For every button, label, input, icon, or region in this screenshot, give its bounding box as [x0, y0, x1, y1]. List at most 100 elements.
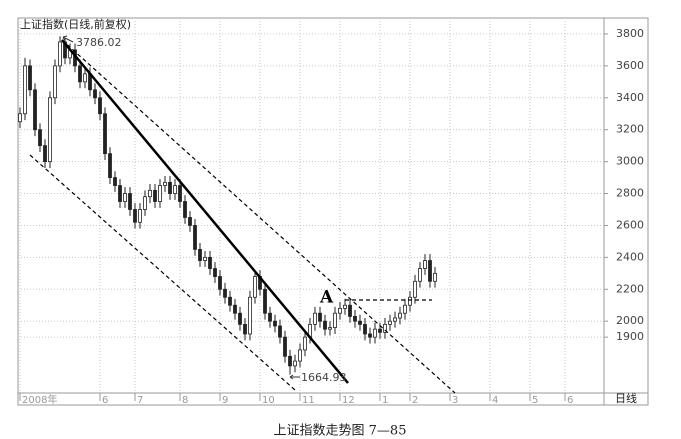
- y-tick-label: 2800: [616, 187, 644, 200]
- annotation: 3786.02: [76, 36, 122, 49]
- candle-body: [283, 336, 287, 357]
- candle-body: [433, 272, 437, 282]
- y-tick-label: 3400: [616, 91, 644, 104]
- y-tick-label: 2200: [616, 282, 644, 295]
- candle-body: [123, 193, 127, 202]
- candle-body: [233, 304, 237, 314]
- candle-body: [133, 209, 137, 223]
- candle-body: [273, 320, 277, 327]
- candle-body: [238, 312, 242, 325]
- x-tick-label: 6: [102, 395, 108, 406]
- candle-body: [388, 320, 392, 325]
- chart-title: 上证指数(日线,前复权): [20, 17, 131, 31]
- candle-body: [288, 355, 292, 367]
- y-tick-label: 3600: [616, 59, 644, 72]
- candle-body: [418, 268, 422, 282]
- caption: 上证指数走势图 7—85: [274, 423, 407, 439]
- candle-body: [358, 320, 362, 325]
- candle-body: [398, 312, 402, 319]
- candle-body: [18, 113, 22, 123]
- x-tick-label: 5: [532, 395, 538, 406]
- candle-body: [33, 89, 37, 131]
- candle-body: [143, 196, 147, 210]
- candle-body: [43, 145, 47, 163]
- candle-body: [428, 260, 432, 282]
- candle-body: [168, 181, 172, 194]
- annotation: A: [319, 288, 334, 308]
- candle-body: [368, 333, 372, 338]
- candle-body: [408, 296, 412, 306]
- annotation: 1664.93: [301, 371, 347, 384]
- x-tick-label: 8: [182, 395, 188, 406]
- channel-upper: [61, 39, 456, 394]
- candle-body: [198, 248, 202, 261]
- candle-body: [58, 41, 62, 67]
- candle-body: [148, 189, 152, 198]
- candle-body: [218, 276, 222, 290]
- y-tick-label: 2600: [616, 218, 644, 231]
- candle-body: [303, 336, 307, 351]
- x-tick-label: 6: [567, 395, 573, 406]
- x-tick-label: 10: [262, 395, 275, 406]
- candle-body: [208, 256, 212, 269]
- x-tick-label: 12: [342, 395, 355, 406]
- candle-body: [53, 65, 57, 99]
- candle-body: [158, 185, 162, 202]
- candle-body: [83, 73, 87, 83]
- candle-body: [153, 189, 157, 202]
- candle-body: [343, 304, 347, 309]
- candle-body: [363, 323, 367, 335]
- period-label: 日线: [615, 391, 637, 405]
- candle-body: [333, 312, 337, 328]
- candle-body: [263, 288, 267, 314]
- candle-body: [423, 260, 427, 269]
- x-tick-label: 11: [302, 395, 315, 406]
- candle-body: [318, 312, 322, 322]
- candle-body: [38, 129, 42, 147]
- arrow: [289, 374, 300, 380]
- candle-body: [393, 317, 397, 322]
- candle-body: [138, 209, 142, 223]
- candle-body: [108, 153, 112, 178]
- y-tick-label: 2400: [616, 250, 644, 263]
- candle-body: [93, 89, 97, 99]
- candle-body: [78, 65, 82, 83]
- arrow: [62, 35, 74, 43]
- x-tick-label: 9: [222, 395, 228, 406]
- candle-body: [188, 217, 192, 226]
- candle-body: [248, 296, 252, 335]
- candle-body: [378, 328, 382, 333]
- frame: [17, 17, 649, 406]
- candle-body: [348, 304, 352, 317]
- candle-body: [243, 323, 247, 335]
- candle-body: [163, 181, 167, 186]
- candle-body: [403, 304, 407, 314]
- candle-body: [373, 328, 377, 338]
- candle-body: [48, 97, 52, 163]
- trend-line: [61, 39, 349, 384]
- y-tick-label: 3000: [616, 155, 644, 168]
- y-tick-label: 3800: [616, 27, 644, 40]
- candle-body: [118, 185, 122, 202]
- candle-body: [298, 349, 302, 362]
- candle-body: [228, 296, 232, 306]
- y-tick-label: 3200: [616, 123, 644, 136]
- candle-body: [28, 65, 32, 91]
- candle-body: [278, 325, 282, 338]
- candle-body: [103, 113, 107, 155]
- x-tick-label: 7: [137, 395, 143, 406]
- candle-body: [293, 360, 297, 367]
- candle-body: [353, 316, 357, 322]
- x-tick-label: 1: [382, 395, 388, 406]
- candle-body: [23, 65, 27, 115]
- candle-body: [338, 308, 342, 314]
- candle-body: [313, 312, 317, 325]
- candle-body: [178, 185, 182, 202]
- candle-body: [413, 280, 417, 298]
- candle-body: [213, 268, 217, 277]
- y-tick-label: 1900: [616, 330, 644, 343]
- x-tick-label: 3: [452, 395, 458, 406]
- candle-body: [223, 288, 227, 298]
- candle-body: [98, 97, 102, 115]
- candle-body: [323, 320, 327, 330]
